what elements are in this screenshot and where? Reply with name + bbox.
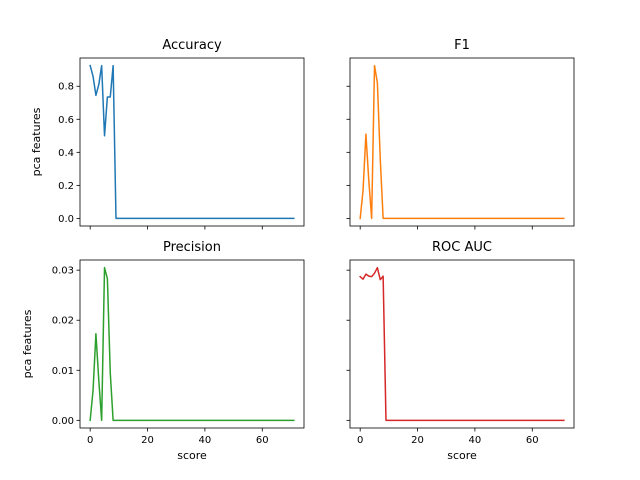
x-tick-label: 40 xyxy=(199,435,212,446)
y-tick-label: 0.00 xyxy=(52,416,74,427)
axes-frame xyxy=(79,259,305,429)
y-tick-label: 0.6 xyxy=(58,115,74,126)
series-line xyxy=(89,266,295,422)
y-tick-label: 0.2 xyxy=(58,181,74,192)
x-axis-label: score xyxy=(447,449,477,462)
subplot-title: Accuracy xyxy=(162,38,222,53)
subplot-title: F1 xyxy=(454,38,470,53)
x-tick-label: 20 xyxy=(411,435,424,446)
x-tick-label: 60 xyxy=(256,435,269,446)
y-axis-label: pca features xyxy=(30,107,43,176)
y-tick-label: 0.03 xyxy=(52,266,74,277)
subplot-title: ROC AUC xyxy=(432,240,492,255)
y-tick-label: 0.0 xyxy=(58,214,74,225)
x-axis-label: score xyxy=(177,449,207,462)
y-tick-label: 0.4 xyxy=(58,148,74,159)
y-tick-label: 0.02 xyxy=(52,316,74,327)
y-tick-label: 0.01 xyxy=(52,366,74,377)
series-line xyxy=(89,64,295,220)
subplot-3: 0 20 40 60 0.00 0.01 0.02 0.03 Precision score pca… xyxy=(21,240,305,462)
axes-frame xyxy=(79,57,305,227)
subplot-4: 0 20 40 60 ROC AUC score xyxy=(346,240,575,462)
x-tick-label: 20 xyxy=(141,435,154,446)
x-tick-label: 0 xyxy=(357,435,363,446)
subplot-2: F1 xyxy=(346,38,575,230)
y-axis-label: pca features xyxy=(21,309,34,378)
subplot-title: Precision xyxy=(163,240,221,255)
y-tick-label: 0.8 xyxy=(58,82,74,93)
x-tick-label: 0 xyxy=(87,435,93,446)
subplot-1: 0.0 0.2 0.4 0.6 0.8 Accuracy pca features xyxy=(30,38,305,230)
series-line xyxy=(359,64,565,220)
series-line xyxy=(359,266,565,422)
x-tick-label: 60 xyxy=(526,435,539,446)
axes-frame xyxy=(349,57,575,227)
axes-frame xyxy=(349,259,575,429)
x-tick-label: 40 xyxy=(469,435,482,446)
